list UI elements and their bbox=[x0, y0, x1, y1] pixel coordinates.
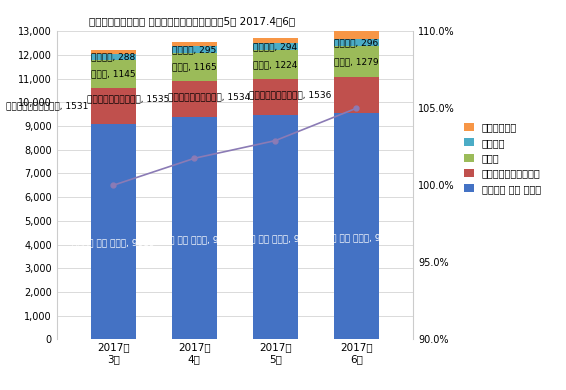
Bar bbox=[334, 39, 379, 46]
Text: カレコ, 1224: カレコ, 1224 bbox=[253, 60, 298, 69]
Bar bbox=[253, 50, 298, 79]
Bar bbox=[334, 46, 379, 76]
Text: カリテコ, 288: カリテコ, 288 bbox=[91, 53, 135, 62]
Text: タイムズ カー プラス, 9552: タイムズ カー プラス, 9552 bbox=[315, 233, 398, 242]
Bar bbox=[91, 60, 136, 88]
Bar bbox=[253, 115, 298, 339]
Text: オリックスカーシェア, 1535: オリックスカーシェア, 1535 bbox=[87, 95, 170, 104]
Bar bbox=[91, 50, 136, 54]
Text: カリテコ, 295: カリテコ, 295 bbox=[172, 46, 216, 55]
Bar bbox=[172, 46, 217, 53]
Text: カリテコ, 294: カリテコ, 294 bbox=[254, 42, 298, 51]
Text: タイムズ カー プラス, 9453: タイムズ カー プラス, 9453 bbox=[234, 234, 317, 243]
Bar bbox=[253, 38, 298, 43]
Text: オリックスカーシェア, 1534: オリックスカーシェア, 1534 bbox=[169, 92, 251, 101]
Bar bbox=[253, 79, 298, 115]
Bar bbox=[172, 117, 217, 339]
Bar bbox=[253, 43, 298, 50]
Bar bbox=[172, 81, 217, 117]
Bar bbox=[334, 113, 379, 339]
Bar bbox=[91, 88, 136, 124]
Text: タイムズ カー プラス, 9089: タイムズ カー プラス, 9089 bbox=[72, 238, 155, 247]
Text: カレコ, 1145: カレコ, 1145 bbox=[91, 69, 136, 78]
Text: オリックスカーシェア, 1531: オリックスカーシェア, 1531 bbox=[6, 101, 89, 110]
Text: タイムズ カー プラス, 9360: タイムズ カー プラス, 9360 bbox=[153, 235, 236, 244]
Text: カレコ, 1279: カレコ, 1279 bbox=[334, 57, 379, 66]
Legend: アース・カー, カリテコ, カレコ, オリックスカーシェア, タイムズ カー プラス: アース・カー, カリテコ, カレコ, オリックスカーシェア, タイムズ カー プ… bbox=[464, 122, 541, 194]
Text: カリテコ, 296: カリテコ, 296 bbox=[335, 38, 379, 47]
Title: サービス提供会社別 ステーション数推移（主要5社 2017.4～6）: サービス提供会社別 ステーション数推移（主要5社 2017.4～6） bbox=[89, 16, 295, 26]
Text: カレコ, 1165: カレコ, 1165 bbox=[172, 63, 217, 72]
Bar bbox=[91, 54, 136, 60]
Bar bbox=[172, 53, 217, 81]
Bar bbox=[172, 42, 217, 46]
Bar bbox=[91, 124, 136, 339]
Bar bbox=[334, 31, 379, 39]
Text: オリックスカーシェア, 1536: オリックスカーシェア, 1536 bbox=[250, 90, 332, 99]
Bar bbox=[334, 76, 379, 113]
